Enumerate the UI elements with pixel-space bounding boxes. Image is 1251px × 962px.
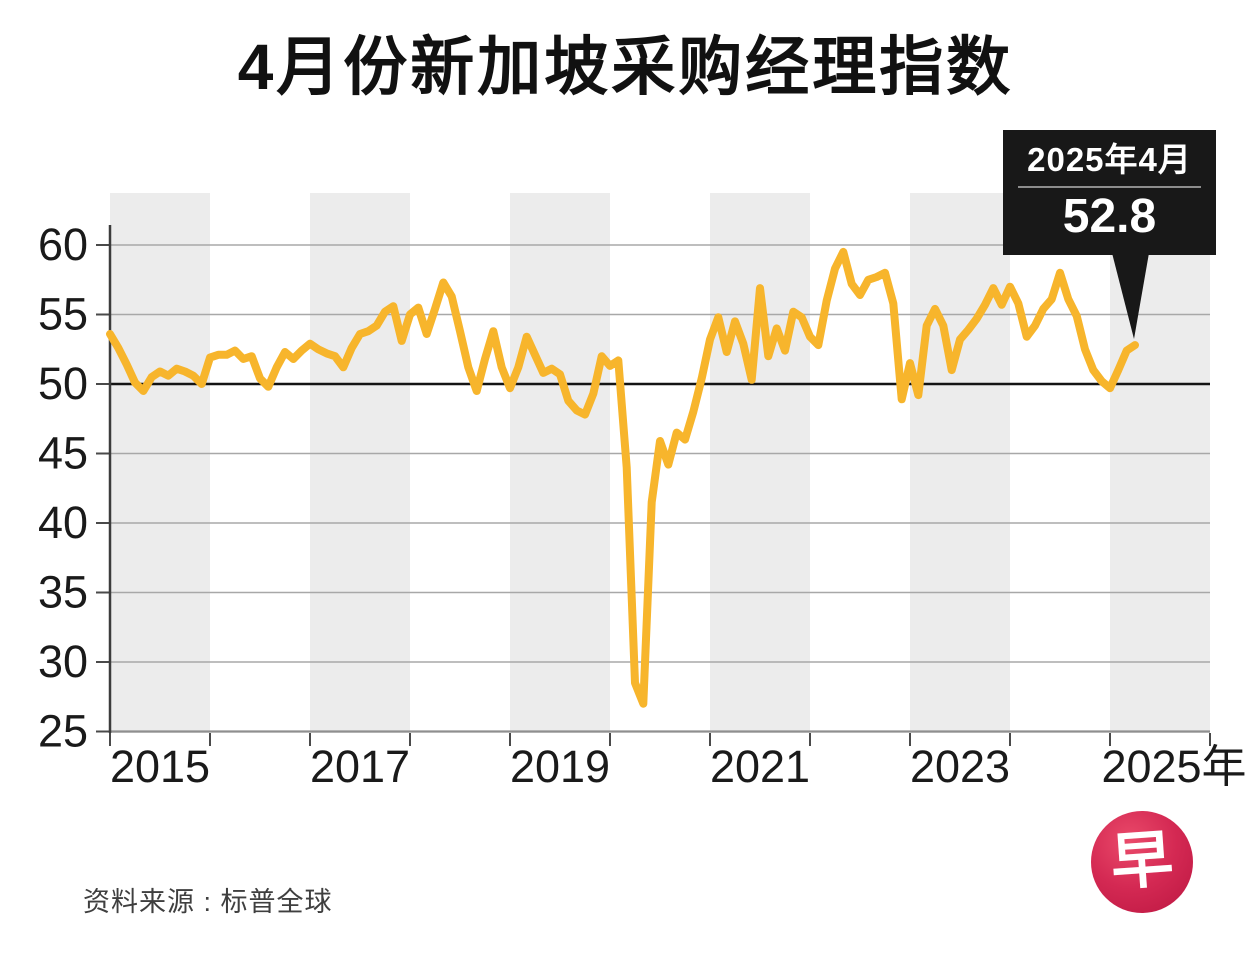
x-axis-label-2021: 2021 [710,741,810,792]
year-band-2021 [710,193,810,733]
x-axis-label-2025: 2025年 [1101,741,1246,792]
y-axis-label-60: 60 [38,219,88,270]
y-axis-label-30: 30 [38,636,88,687]
zaobao-logo-glyph: 早 [1108,824,1176,899]
x-axis-label-2019: 2019 [510,741,610,792]
x-axis-label-2023: 2023 [910,741,1010,792]
y-axis-label-45: 45 [38,428,88,479]
callout-value: 52.8 [1062,190,1157,243]
callout-date-label: 2025年4月 [1027,141,1192,178]
callout: 2025年4月 52.8 [1003,130,1216,255]
chart-title: 4月份新加坡采购经理指数 [237,31,1014,103]
y-axis-label-25: 25 [38,706,88,757]
pmi-line [106,247,1139,708]
callout-divider [1018,186,1201,188]
y-axis-label-40: 40 [38,497,88,548]
y-axis-label-55: 55 [38,289,88,340]
year-band-2019 [510,193,610,733]
year-band-2017 [310,193,410,733]
y-axis-label-50: 50 [38,358,88,409]
x-axis-label-2015: 2015 [110,741,210,792]
x-axis-label-2017: 2017 [310,741,410,792]
callout-pointer [1112,253,1149,339]
zaobao-logo: 早 [1091,811,1193,913]
year-band-2023 [910,193,1010,733]
year-band-2015 [110,193,210,733]
source-note: 资料来源 : 标普全球 [83,887,333,917]
y-axis-label-35: 35 [38,567,88,618]
